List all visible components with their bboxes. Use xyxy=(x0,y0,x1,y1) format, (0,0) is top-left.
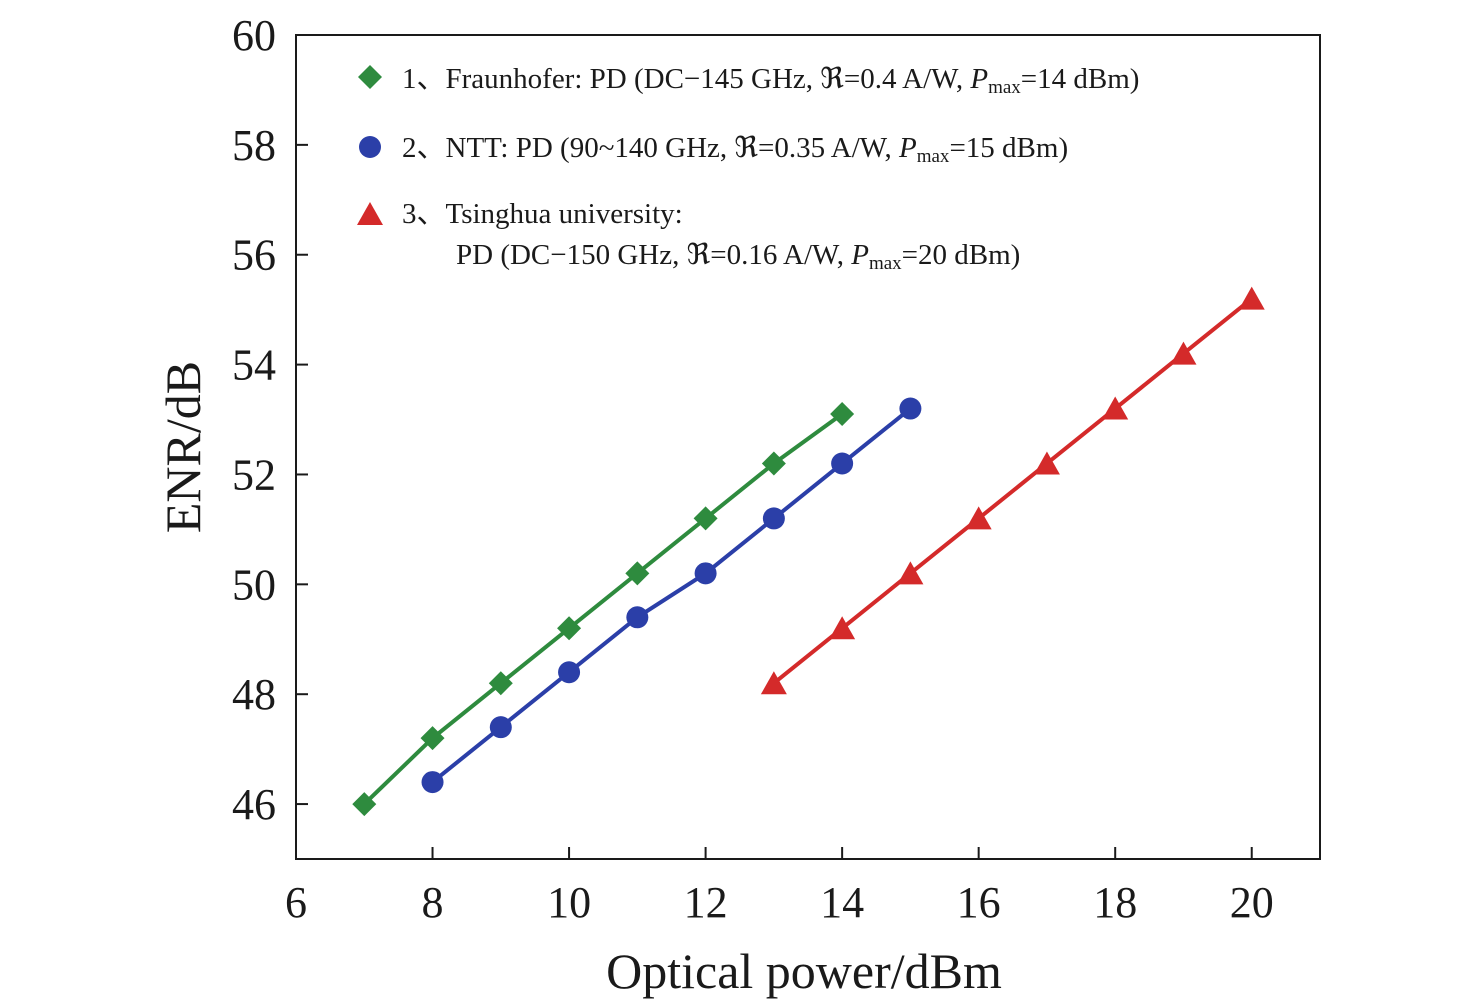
y-tick-label: 48 xyxy=(232,670,276,719)
y-tick-label: 52 xyxy=(232,450,276,499)
y-axis: 46 48 50 52 54 56 58 60 xyxy=(232,11,308,829)
legend-index: 3 xyxy=(402,198,417,230)
data-point xyxy=(694,562,717,585)
legend-label: 、NTT: PD (90~140 GHz, xyxy=(417,132,735,164)
legend-marker xyxy=(358,65,382,89)
svg-text:PD (DC−150 GHz, ℜ=0.16 A/W, Pm: PD (DC−150 GHz, ℜ=0.16 A/W, Pmax=20 dBm) xyxy=(456,239,1020,274)
responsivity-value: =0.35 A/W, xyxy=(758,132,899,164)
data-point xyxy=(1238,286,1265,310)
data-point xyxy=(626,606,649,629)
x-tick-label: 16 xyxy=(957,878,1001,927)
x-tick-label: 20 xyxy=(1230,878,1274,927)
data-point xyxy=(489,716,512,739)
legend-label: 、Tsinghua university: xyxy=(417,198,683,230)
pmax-subscript: max xyxy=(988,77,1021,98)
data-point xyxy=(830,402,855,427)
legend-marker xyxy=(359,136,381,158)
legend-entry-tsinghua: 3、Tsinghua university: PD (DC−150 GHz, ℜ… xyxy=(402,198,1020,274)
x-tick-label: 8 xyxy=(422,878,444,927)
data-point xyxy=(831,452,854,475)
y-tick-label: 58 xyxy=(232,121,276,170)
plot-frame xyxy=(295,34,1321,860)
legend-marker xyxy=(357,202,383,225)
svg-text:2、NTT: PD (90~140 GHz, ℜ=0.35: 2、NTT: PD (90~140 GHz, ℜ=0.35 A/W, Pmax=… xyxy=(402,132,1068,167)
responsivity-symbol: ℜ xyxy=(687,239,711,271)
data-point xyxy=(693,506,718,531)
data-point xyxy=(1102,396,1129,420)
pmax-symbol: P xyxy=(898,132,917,164)
svg-text:1、Fraunhofer: PD (DC−145 GHz,: 1、Fraunhofer: PD (DC−145 GHz, ℜ=0.4 A/W,… xyxy=(402,63,1139,98)
y-axis-title: ENR/dB xyxy=(155,361,211,533)
series-line xyxy=(431,406,912,784)
series-2 xyxy=(760,286,1265,695)
x-axis: 6 8 10 12 14 16 18 20 xyxy=(285,847,1274,927)
data-point xyxy=(829,616,856,640)
pmax-subscript: max xyxy=(917,146,950,167)
responsivity-value: =0.16 A/W, xyxy=(710,239,851,271)
x-tick-label: 6 xyxy=(285,878,307,927)
pmax-subscript: max xyxy=(869,253,902,274)
pmax-value: =14 dBm) xyxy=(1021,63,1140,95)
data-point xyxy=(488,671,513,696)
legend-label: 、Fraunhofer: PD (DC−145 GHz, xyxy=(417,63,821,95)
data-point xyxy=(899,397,922,420)
data-point xyxy=(558,661,581,684)
data-point xyxy=(625,561,650,586)
series-0 xyxy=(352,402,855,817)
data-point xyxy=(1170,341,1197,365)
series-line xyxy=(362,412,844,806)
x-tick-label: 10 xyxy=(547,878,591,927)
responsivity-symbol: ℜ xyxy=(734,132,758,164)
legend: 1、Fraunhofer: PD (DC−145 GHz, ℜ=0.4 A/W,… xyxy=(357,63,1139,274)
pmax-value: =20 dBm) xyxy=(902,239,1021,271)
x-tick-label: 14 xyxy=(820,878,864,927)
series-1 xyxy=(421,397,922,794)
legend-entry-ntt: 2、NTT: PD (90~140 GHz, ℜ=0.35 A/W, Pmax=… xyxy=(402,132,1068,167)
x-axis-title: Optical power/dBm xyxy=(606,943,1002,999)
x-tick-label: 12 xyxy=(684,878,728,927)
svg-text:3、Tsinghua university:: 3、Tsinghua university: xyxy=(402,198,683,230)
series-layer xyxy=(352,286,1265,817)
legend-markers xyxy=(357,65,383,225)
data-point xyxy=(762,507,785,530)
data-point xyxy=(1033,451,1060,475)
y-tick-label: 46 xyxy=(232,780,276,829)
y-tick-label: 60 xyxy=(232,11,276,60)
data-point xyxy=(557,616,582,641)
data-point xyxy=(421,771,444,794)
data-point xyxy=(761,451,786,476)
y-tick-label: 56 xyxy=(232,231,276,280)
legend-label-line2: PD (DC−150 GHz, xyxy=(456,239,687,271)
legend-index: 2 xyxy=(402,132,417,164)
data-point xyxy=(760,671,787,695)
data-point xyxy=(897,561,924,585)
data-point xyxy=(420,726,445,751)
legend-entry-fraunhofer: 1、Fraunhofer: PD (DC−145 GHz, ℜ=0.4 A/W,… xyxy=(402,63,1139,98)
y-tick-label: 54 xyxy=(232,341,276,390)
x-tick-label: 18 xyxy=(1093,878,1137,927)
pmax-symbol: P xyxy=(850,239,869,271)
pmax-symbol: P xyxy=(969,63,988,95)
responsivity-symbol: ℜ xyxy=(820,63,844,95)
data-point xyxy=(965,506,992,530)
data-point xyxy=(352,792,377,817)
y-tick-label: 50 xyxy=(232,560,276,609)
legend-index: 1 xyxy=(402,63,417,95)
pmax-value: =15 dBm) xyxy=(949,132,1068,164)
responsivity-value: =0.4 A/W, xyxy=(844,63,970,95)
